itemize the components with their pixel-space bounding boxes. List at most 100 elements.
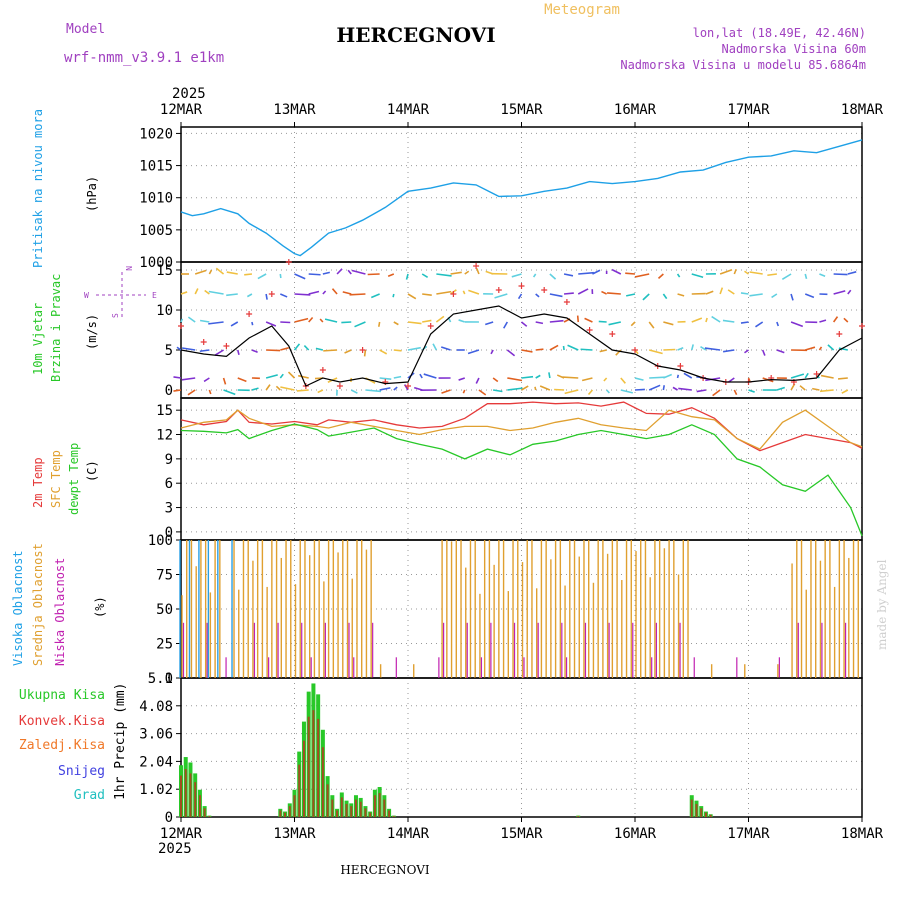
wind-arrow: [458, 377, 466, 381]
wind-arrow: [663, 373, 673, 379]
precip-conv-bar: [704, 812, 707, 817]
pressure-ytick-label: 1015: [139, 159, 173, 175]
precip-conv-bar: [331, 799, 334, 817]
wind-arrow: [722, 319, 735, 323]
cloud-ytick-label: 25: [156, 637, 173, 653]
wind-arrow: [608, 321, 621, 326]
wind-arrow: [331, 288, 338, 295]
wind-arrow: [744, 270, 749, 275]
wind-arrow: [458, 319, 466, 323]
wind-arrow: [663, 348, 676, 351]
pressure-line: [180, 139, 863, 257]
wind-arrow: [365, 389, 382, 393]
date-label-top: 12MAR: [160, 102, 203, 118]
wind-arrow: [700, 345, 707, 351]
wind-gust-mark: [336, 383, 343, 389]
wind-arrow: [485, 321, 494, 326]
wind-arrow: [837, 377, 848, 380]
date-label-bottom: 16MAR: [614, 826, 657, 842]
wind-arrow: [492, 377, 499, 383]
precip-conv-bar: [302, 740, 305, 817]
wind-arrow: [521, 385, 529, 391]
wind-arrow: [626, 293, 636, 297]
wind-arrow: [648, 349, 663, 355]
wind-arrow: [246, 293, 253, 298]
wind-arrow: [315, 347, 324, 351]
wind-arrow: [393, 349, 402, 352]
temp-ytick-label: 12: [156, 428, 173, 444]
wind-arrow: [727, 289, 735, 295]
date-label-bottom: 17MAR: [727, 826, 770, 842]
precip-conv-bar: [354, 799, 357, 817]
wind-arrow: [719, 287, 724, 295]
plot-layer: 1000100510101015102005101503691215025507…: [139, 102, 883, 842]
date-label-bottom: 14MAR: [387, 826, 430, 842]
wind-arrow: [279, 373, 284, 379]
wind-arrow: [548, 372, 551, 379]
wind-arrow: [620, 389, 633, 394]
wind-arrow: [462, 290, 466, 295]
wind-arrow: [696, 389, 707, 393]
wind-arrow: [749, 293, 763, 297]
wind-arrow: [625, 272, 636, 275]
wind-arrow: [657, 273, 664, 279]
year-bottom: 2025: [158, 841, 192, 857]
wind-arrow: [323, 349, 338, 352]
wind-arrow: [336, 268, 343, 275]
elevation-text: Nadmorska Visina 60m: [722, 42, 867, 56]
precip-conv-bar: [350, 806, 353, 817]
wind-arrow: [237, 377, 247, 383]
wind-arrow: [287, 371, 296, 379]
wind-arrow: [601, 290, 607, 295]
wind-arrow: [432, 343, 438, 351]
wind-arrow: [422, 293, 432, 296]
temp-2m-line: [180, 401, 863, 452]
watermark: made by Angel: [875, 559, 889, 650]
temp-label-1: 2m Temp: [31, 457, 45, 508]
compass-w: W: [84, 291, 89, 300]
wind-arrow: [676, 374, 680, 379]
wind-arrow: [819, 319, 827, 323]
wind-arrow: [468, 289, 480, 295]
wind-arrow: [705, 317, 708, 323]
precip-conv-bar: [364, 808, 367, 817]
wind-gust-mark: [586, 327, 593, 333]
wind-gust-mark: [541, 287, 548, 293]
wind-arrow: [303, 344, 310, 351]
wind-arrow: [818, 346, 823, 351]
date-label-bottom: 12MAR: [160, 826, 203, 842]
wind-arrow: [676, 273, 681, 278]
precip-conv-bar: [700, 808, 703, 817]
wind-arrow: [592, 269, 601, 275]
pressure-ytick-label: 1000: [139, 255, 173, 271]
precip-conv-bar: [298, 764, 301, 817]
wind-arrow: [199, 349, 210, 353]
wind-arrow: [567, 344, 579, 351]
precip-conv-bar: [307, 716, 310, 817]
precip-unit: 1hr Precip (mm): [113, 683, 128, 800]
wind-arrow: [507, 387, 523, 391]
wind-arrow: [199, 319, 210, 323]
precip-conv-bar: [388, 810, 391, 817]
wind-arrow: [379, 387, 391, 391]
wind-gust-mark: [495, 287, 502, 293]
wind-arrow: [648, 384, 661, 391]
wind-arrow: [440, 346, 451, 351]
wind-arrow: [208, 290, 224, 295]
cloud-unit: (%): [93, 596, 107, 618]
cloud-ytick-label: 100: [148, 533, 173, 549]
wind-arrow: [257, 273, 267, 280]
wind-arrow: [322, 271, 330, 275]
wind-arrow: [208, 321, 224, 325]
wind-arrow: [634, 273, 650, 278]
wind-arrow: [351, 269, 366, 275]
meteogram-subtitle: Meteogram: [544, 2, 620, 18]
wind-arrow: [599, 349, 607, 353]
wind-arrow: [194, 288, 199, 295]
wind-arrow: [690, 344, 694, 351]
date-label-top: 17MAR: [727, 102, 770, 118]
precip-ytick-label: 3.06: [139, 727, 173, 743]
wind-arrow: [747, 377, 751, 382]
wind-arrow: [649, 376, 666, 379]
wind-arrow: [776, 349, 785, 354]
